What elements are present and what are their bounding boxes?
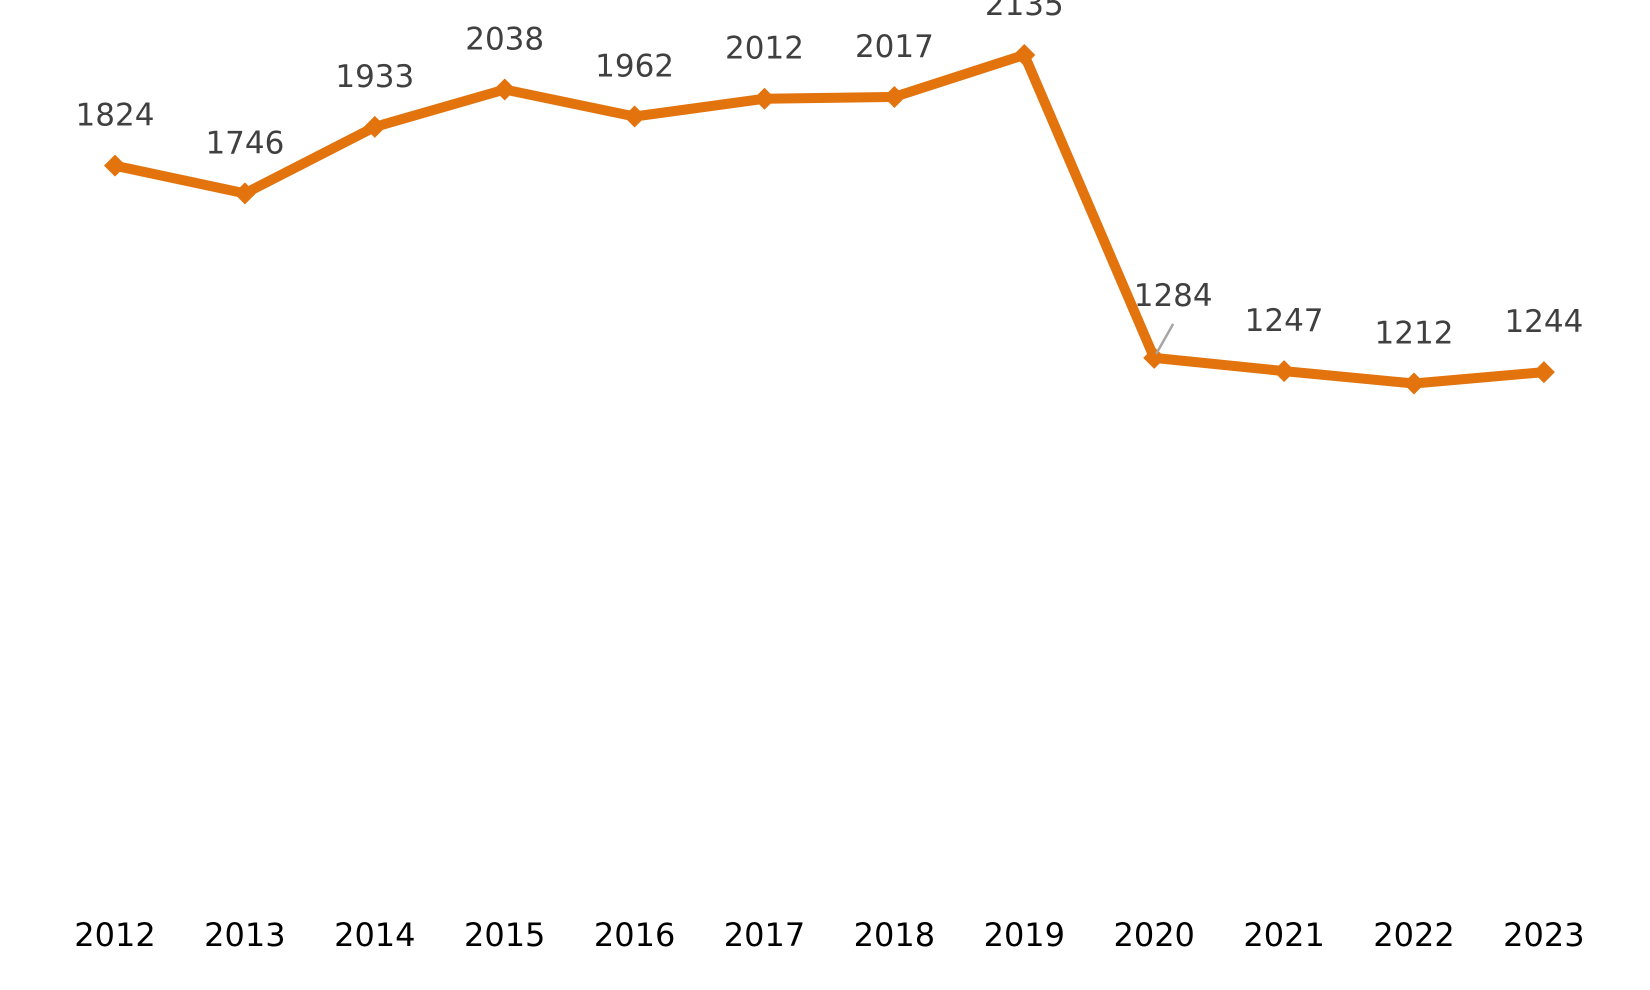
data-label-2013: 1746 (205, 125, 284, 161)
leader-line-2020 (1155, 323, 1175, 355)
data-label-2021: 1247 (1245, 303, 1324, 339)
x-tick-label-2018: 2018 (854, 916, 935, 954)
x-tick-label-2013: 2013 (204, 916, 285, 954)
data-point-2013 (233, 182, 256, 205)
x-tick-label-2012: 2012 (74, 916, 155, 954)
x-tick-label-2019: 2019 (984, 916, 1065, 954)
series-line (110, 49, 1549, 389)
data-label-layer: 1824 1746 1933 2038 1962 2012 2017 2135 1284 1247… (76, 0, 1583, 355)
data-label-2022: 1212 (1375, 316, 1454, 352)
data-label-2023: 1244 (1504, 304, 1583, 340)
x-tick-label-2022: 2022 (1373, 916, 1454, 954)
series-line-layer (110, 49, 1549, 389)
data-label-2015: 2038 (465, 22, 544, 58)
x-tick-label-2021: 2021 (1243, 916, 1324, 954)
data-point-2018 (883, 85, 906, 108)
data-label-2020: 1284 (1134, 278, 1213, 314)
data-label-2017: 2012 (725, 31, 804, 67)
data-point-2014 (363, 115, 386, 138)
x-tick-label-2023: 2023 (1503, 916, 1584, 954)
data-point-2023 (1532, 361, 1555, 384)
marker-layer (104, 43, 1555, 395)
x-tick-label-2016: 2016 (594, 916, 675, 954)
data-point-2019 (1013, 43, 1036, 66)
data-point-2017 (753, 87, 776, 110)
x-tick-label-2017: 2017 (724, 916, 805, 954)
data-point-2021 (1273, 360, 1296, 383)
x-tick-label-2015: 2015 (464, 916, 545, 954)
data-point-2022 (1403, 372, 1425, 395)
data-label-2018: 2017 (855, 29, 934, 65)
data-label-2019: 2135 (985, 0, 1064, 23)
x-tick-label-2014: 2014 (334, 916, 415, 954)
x-tick-label-2020: 2020 (1113, 916, 1194, 954)
data-point-2016 (623, 105, 646, 128)
x-axis-tick-labels: 2012 2013 2014 2015 2016 2017 2018 2019 2020 2021… (74, 916, 1584, 954)
data-label-2016: 1962 (595, 49, 674, 85)
data-point-2015 (493, 78, 516, 101)
data-point-2020 (1143, 346, 1166, 369)
data-point-2012 (104, 154, 126, 177)
data-label-2014: 1933 (335, 59, 414, 95)
data-label-2012: 1824 (76, 98, 155, 134)
